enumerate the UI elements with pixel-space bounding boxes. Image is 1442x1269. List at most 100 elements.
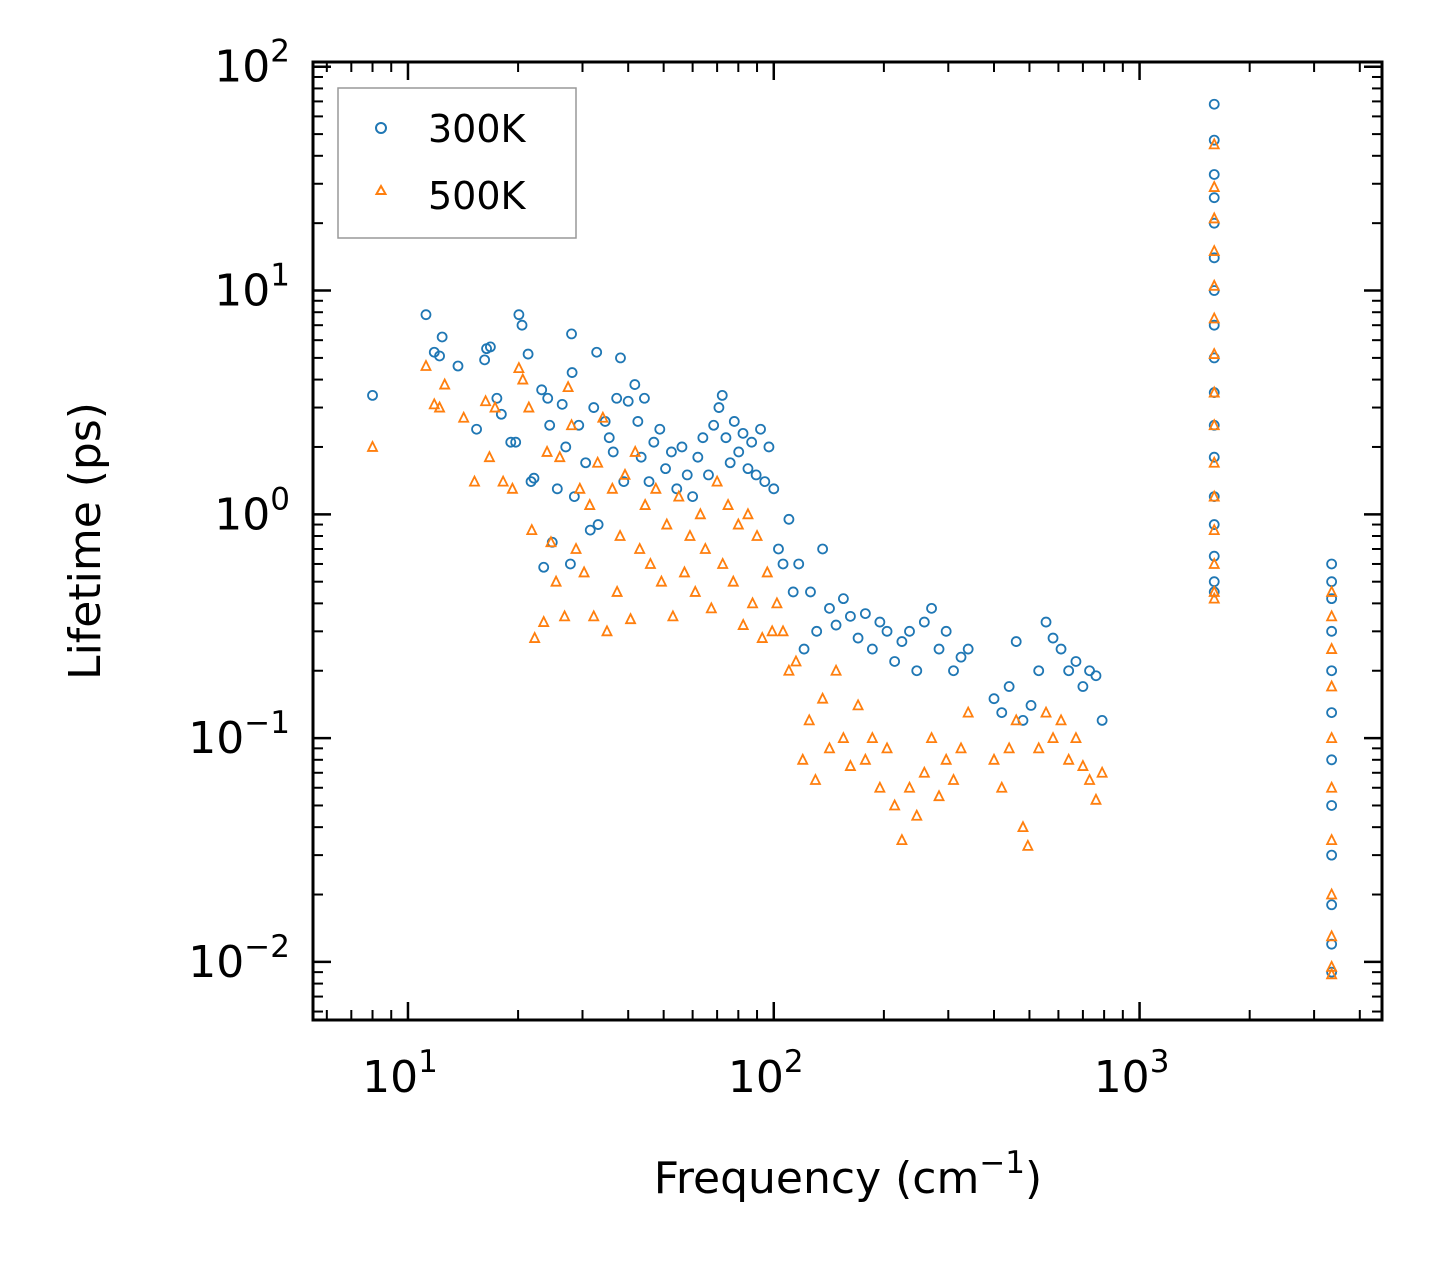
point-500K [737,618,750,630]
y-tick-label: 102 [214,34,290,93]
point-500K [705,601,718,614]
point-500K [1208,591,1221,604]
point-500K [1325,833,1338,846]
point-500K [830,663,843,676]
point-500K [570,541,582,554]
point-500K [1017,820,1029,833]
point-500K [1325,679,1338,692]
point-300K [755,423,766,435]
y-tick-exponent: −1 [244,705,290,741]
point-300K [918,616,930,628]
point-500K [489,400,502,413]
point-300K [759,476,771,488]
point-500K [1208,556,1221,569]
point-300K [592,519,604,530]
point-300K [837,593,849,605]
point-500K [1325,584,1338,597]
point-500K [601,624,613,637]
point-300K [777,558,789,570]
point-300K [1208,134,1220,146]
point-500K [1032,741,1045,754]
point-500K [809,772,822,785]
point-500K [573,481,586,494]
point-300K [1208,169,1220,180]
point-300K [911,665,923,677]
point-500K [1003,741,1016,754]
point-500K [962,705,975,718]
legend-marker-500K [374,183,388,195]
point-500K [1208,455,1221,468]
point-300K [904,625,915,637]
point-500K [741,507,754,520]
point-500K [790,654,802,667]
point-500K [995,780,1008,793]
point-500K [644,556,657,569]
point-300K [787,586,799,598]
point-300K [948,665,959,677]
point-500K [683,528,696,541]
point-300K [874,616,886,628]
point-500K [722,498,735,510]
point-300K [522,348,534,360]
point-300K [648,436,660,448]
point-500K [940,752,953,765]
point-300K [542,392,554,404]
point-500K [611,584,624,597]
point-300K [933,643,945,655]
point-500K [433,400,446,413]
point-500K [803,713,816,726]
point-500K [1055,713,1067,726]
point-300K [1025,700,1037,711]
point-300K [713,402,725,413]
point-500K [525,523,538,536]
point-500K [1096,765,1109,778]
x-tick-exponent: 1 [418,1044,438,1080]
point-300K [565,558,576,570]
point-300K [703,469,714,481]
point-500K [816,691,829,704]
point-500K [756,631,769,643]
point-500K [578,565,591,578]
point-300K [1090,670,1102,682]
y-tick-label: 10−1 [188,705,290,764]
point-500K [655,574,668,587]
y-tick-exponent: 2 [270,34,290,70]
point-300K [1326,899,1338,911]
point-300K [629,379,641,390]
point-300K [676,441,688,453]
point-500K [545,535,557,548]
point-300K [955,651,967,663]
point-500K [903,780,916,793]
point-300K [728,416,740,427]
point-300K [643,476,655,488]
point-500K [619,467,631,480]
point-300K [1326,593,1338,605]
point-300K [666,446,677,458]
point-500K [1325,967,1338,980]
point-500K [678,565,691,578]
point-500K [428,397,441,410]
x-axis-title: Frequency (cm−1) [654,1145,1042,1204]
point-500K [1325,642,1338,654]
point-300K [763,441,775,453]
point-300K [1208,519,1220,530]
point-500K [1076,759,1089,771]
point-300K [479,354,491,366]
point-300K [817,543,829,555]
point-300K [588,402,600,413]
point-500K [633,541,646,554]
point-500K [420,358,432,371]
point-500K [479,394,492,407]
point-300K [1047,632,1059,644]
point-500K [1069,731,1082,744]
point-300K [584,524,596,536]
point-500K [711,474,724,487]
point-500K [1208,278,1221,291]
point-500K [1208,385,1221,398]
point-300K [1208,319,1220,331]
point-300K [671,483,683,495]
point-300K [632,416,644,427]
point-300K [566,328,577,340]
point-300K [536,384,548,396]
